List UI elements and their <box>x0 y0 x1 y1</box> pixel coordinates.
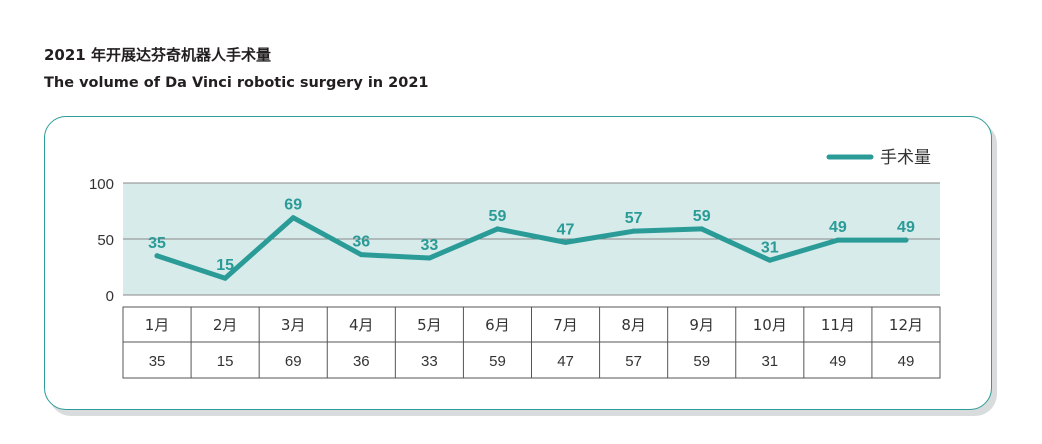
y-tick-label: 100 <box>89 176 114 193</box>
table-value-cell: 15 <box>217 353 234 370</box>
table-value-cell: 47 <box>557 353 574 370</box>
table-value-cell: 59 <box>693 353 710 370</box>
table-header-cell: 11月 <box>821 316 855 334</box>
table-value-cell: 49 <box>830 353 847 370</box>
table-header-cell: 6月 <box>485 316 510 334</box>
data-point <box>222 275 228 281</box>
data-label: 35 <box>148 235 166 252</box>
table-header-cell: 9月 <box>689 316 714 334</box>
table-header-cell: 7月 <box>553 316 578 334</box>
data-label: 36 <box>352 234 370 251</box>
data-point <box>835 237 841 243</box>
table-value-cell: 69 <box>285 353 302 370</box>
table-header-cell: 4月 <box>349 316 374 334</box>
data-table: 1月 35 2月 15 3月 69 4月 36 5月 33 6月 59 7月 47 8月 57 9月 59 10月 3… <box>122 306 941 379</box>
data-label: 33 <box>420 237 438 254</box>
data-point <box>631 228 637 234</box>
legend-label: 手术量 <box>880 148 931 168</box>
table-value-cell: 33 <box>421 353 438 370</box>
data-labels: 35 15 69 36 33 59 47 57 59 31 49 49 <box>148 197 915 274</box>
data-label: 57 <box>625 210 643 227</box>
table-value-cell: 49 <box>898 353 915 370</box>
y-tick-label: 0 <box>106 288 114 305</box>
table-header-cell: 3月 <box>281 316 306 334</box>
table-value-cell: 31 <box>761 353 778 370</box>
data-point <box>290 215 296 221</box>
data-label: 49 <box>897 219 915 236</box>
data-label: 59 <box>489 208 507 225</box>
data-point <box>767 257 773 263</box>
gridlines <box>123 182 940 296</box>
data-point <box>699 226 705 232</box>
data-point <box>563 239 569 245</box>
table-header-cell: 10月 <box>753 316 787 334</box>
data-label: 59 <box>693 208 711 225</box>
table-header-cell: 2月 <box>213 316 238 334</box>
data-label: 15 <box>216 257 234 274</box>
chart-title-en: The volume of Da Vinci robotic surgery i… <box>44 75 429 91</box>
data-label: 47 <box>557 221 575 238</box>
data-label: 49 <box>829 219 847 236</box>
data-point <box>358 252 364 258</box>
table-value-cell: 36 <box>353 353 370 370</box>
table-header-cell: 12月 <box>889 316 923 334</box>
legend: 手术量 <box>826 148 931 168</box>
data-point <box>903 237 909 243</box>
data-label: 31 <box>761 239 779 256</box>
table-header-cell: 8月 <box>621 316 646 334</box>
table-value-cell: 59 <box>489 353 506 370</box>
data-label: 69 <box>284 197 302 214</box>
chart-title-cn: 2021 年开展达芬奇机器人手术量 <box>44 46 271 64</box>
series-line <box>154 215 909 281</box>
data-point <box>426 255 432 261</box>
y-axis-ticks: 0 50 100 <box>89 176 114 305</box>
table-header-cell: 5月 <box>417 316 442 334</box>
table-value-cell: 35 <box>149 353 166 370</box>
y-tick-label: 50 <box>97 232 114 249</box>
data-point <box>154 253 160 259</box>
table-header-cell: 1月 <box>145 316 170 334</box>
series-group <box>154 215 909 281</box>
table-value-cell: 57 <box>625 353 642 370</box>
data-point <box>494 226 500 232</box>
